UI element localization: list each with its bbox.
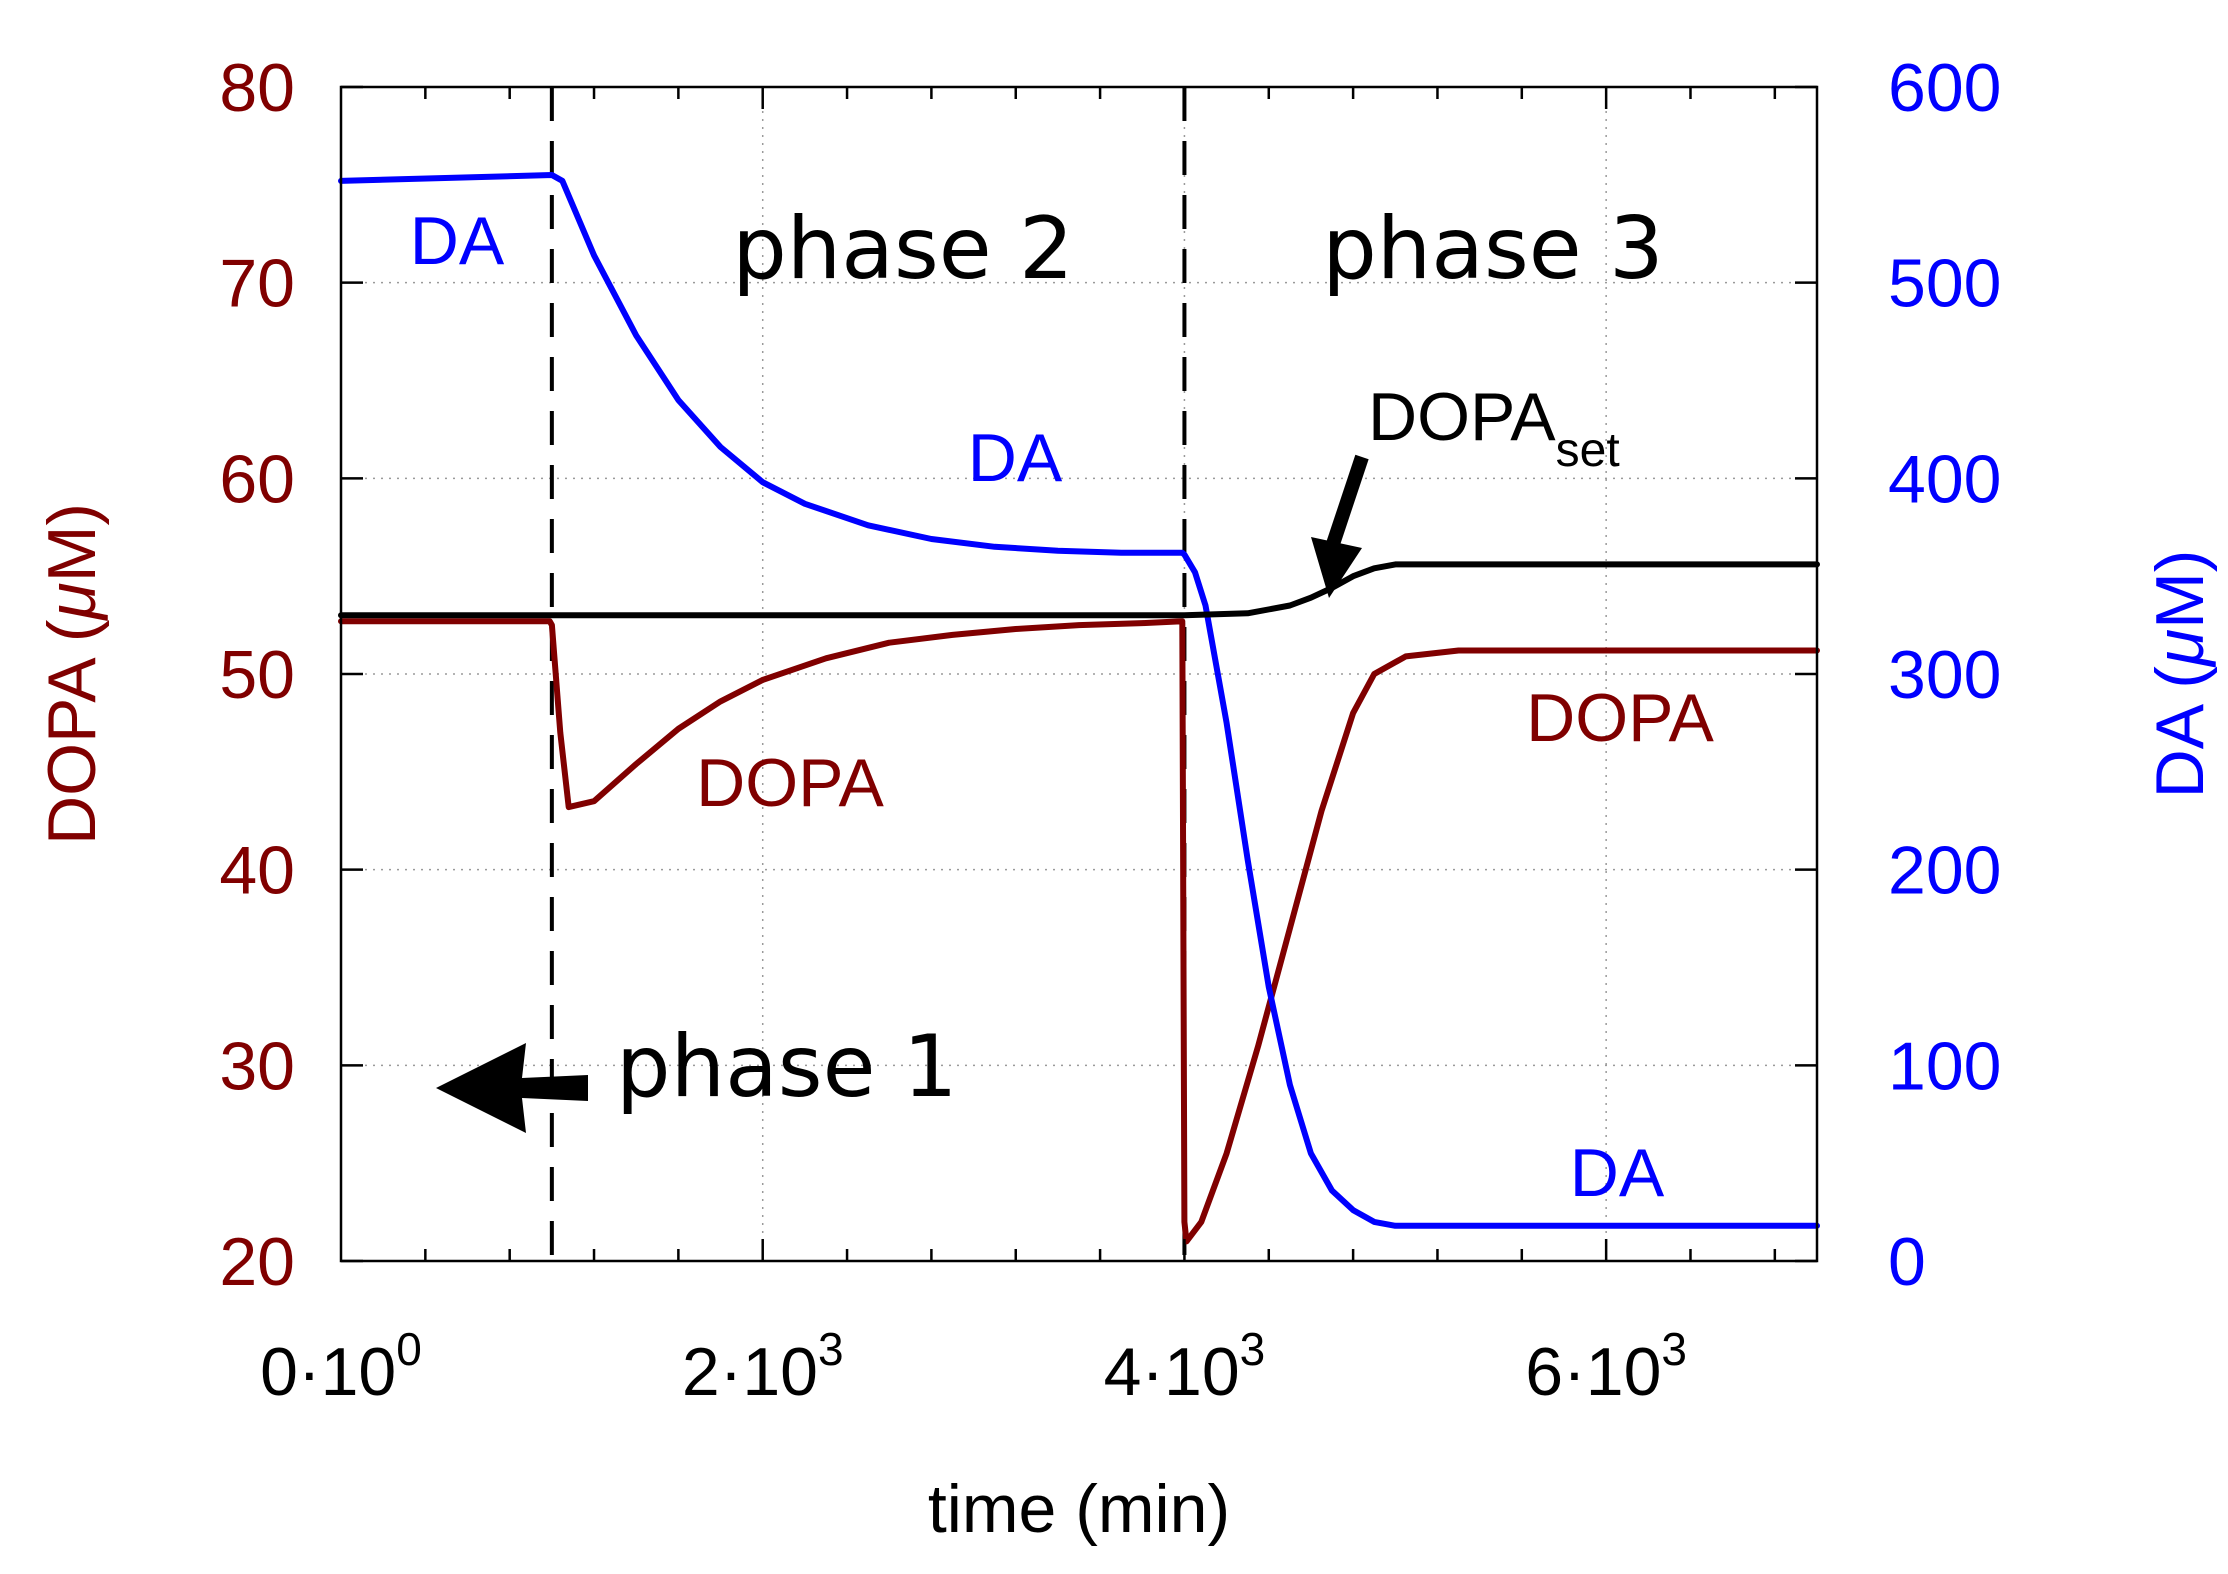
phase-3-label: phase 3	[1322, 199, 1664, 299]
tick-labels: 0·100 2·103 4·103 6·103 20 30 40 50 60 70 80 0 100 20…	[219, 50, 2001, 1410]
x-tick-label: 6·103	[1525, 1323, 1687, 1410]
y-right-tick-label: 400	[1888, 441, 2001, 517]
y-right-tick-label: 600	[1888, 50, 2001, 126]
y-left-tick-label: 70	[219, 246, 295, 322]
series-line-dopa	[338, 618, 1820, 1245]
grid-lines	[341, 87, 1817, 1261]
da-label-phase-1: DA	[410, 203, 505, 279]
y-left-tick-label: 50	[219, 637, 295, 713]
da-label-phase-2: DA	[968, 420, 1063, 496]
y-right-tick-label: 200	[1888, 833, 2001, 909]
dopaset-arrow-head	[1311, 537, 1362, 598]
y-right-tick-label: 500	[1888, 246, 2001, 322]
y-right-tick-label: 0	[1888, 1224, 1926, 1300]
y-left-tick-label: 80	[219, 50, 295, 126]
y-left-axis-title: DOPA (μM)	[34, 503, 110, 845]
series-line-da	[338, 172, 1820, 1229]
y-right-tick-label: 100	[1888, 1028, 2001, 1104]
x-tick-label: 4·103	[1104, 1323, 1266, 1410]
series-lines	[338, 172, 1820, 1245]
phase-1-arrow	[436, 1043, 588, 1133]
axis-ticks	[341, 85, 1817, 1263]
da-label-phase-3: DA	[1570, 1135, 1665, 1211]
y-right-tick-label: 300	[1888, 637, 2001, 713]
series-line-dopaset	[338, 561, 1820, 619]
y-left-tick-label: 20	[219, 1224, 295, 1300]
y-left-tick-label: 30	[219, 1028, 295, 1104]
dopa-label-phase-2: DOPA	[696, 745, 884, 821]
x-tick-label: 0·100	[260, 1323, 422, 1410]
y-right-axis-title: DA (μM)	[2142, 550, 2218, 799]
dopaset-arrow-shaft	[1324, 454, 1369, 553]
dopa-label-phase-3: DOPA	[1526, 680, 1714, 756]
phase-2-label: phase 2	[732, 199, 1074, 299]
y-left-tick-label: 40	[219, 833, 295, 909]
y-left-tick-label: 60	[219, 441, 295, 517]
phase-1-label: phase 1	[616, 1017, 958, 1117]
x-tick-label: 2·103	[682, 1323, 844, 1410]
x-axis-title: time (min)	[928, 1471, 1230, 1547]
dopaset-label: DOPAset	[1368, 379, 1620, 477]
